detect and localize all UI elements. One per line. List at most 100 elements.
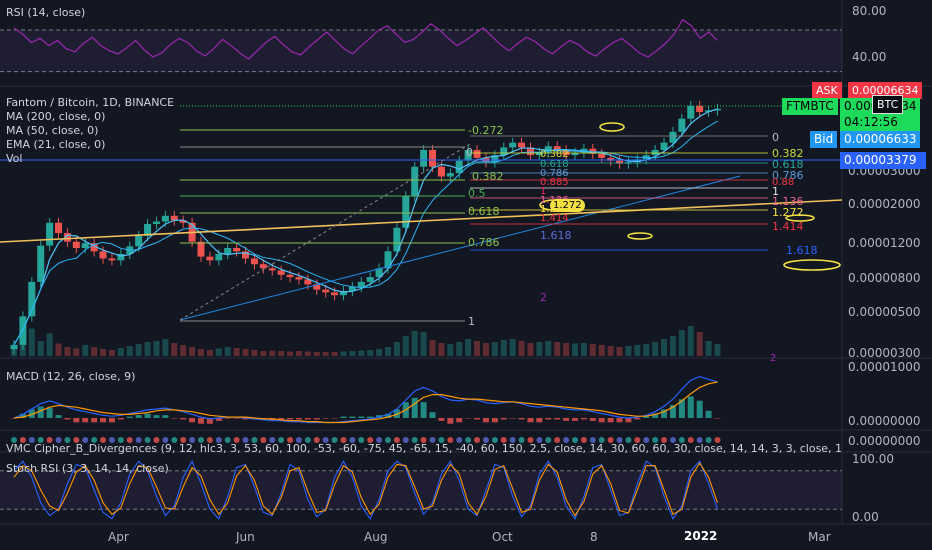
volume-bar-9 (91, 347, 98, 356)
macd-hist-60 (545, 418, 552, 420)
macd-hist-17 (162, 415, 169, 418)
fib-a-2: 0 (466, 146, 473, 159)
fib-a-5: 0.618 (468, 205, 500, 218)
legend-vol: Vol (6, 152, 23, 165)
fib-b-5: 1 (540, 186, 547, 197)
rsi-series-line (13, 18, 718, 60)
legend-ema21: EMA (21, close, 0) (6, 138, 106, 151)
vmc-dot-77 (696, 437, 703, 443)
macd-hist-5 (55, 415, 62, 418)
volume-bar-52 (474, 341, 481, 356)
candle-body-39 (357, 281, 365, 287)
candle-body-21 (197, 241, 205, 257)
macd-hist-72 (652, 413, 659, 418)
vmc-dot-42 (385, 437, 392, 443)
volume-bar-60 (545, 341, 552, 356)
macd-hist-24 (224, 418, 231, 419)
macd-hist-40 (367, 416, 374, 418)
vmc-dot-27 (251, 437, 258, 443)
candle-body-66 (598, 153, 606, 158)
candle-body-27 (250, 258, 258, 265)
vmc-dot-39 (358, 437, 365, 443)
volume-bar-35 (322, 352, 329, 356)
macd-hist-59 (536, 418, 543, 423)
macd-hist-55 (500, 418, 507, 420)
x-tick-aug: Aug (364, 530, 388, 544)
x-tick-apr: Apr (108, 530, 129, 544)
volume-bar-23 (215, 348, 222, 356)
vmc-dot-49 (447, 437, 454, 443)
candle-body-32 (295, 277, 303, 280)
vmc-dot-69 (625, 437, 632, 443)
macd-hist-36 (331, 418, 338, 419)
vmc-dot-14 (135, 437, 142, 443)
macd-hist-31 (287, 418, 294, 420)
vmc-title: VMC Cipher_B_Divergences (9, 12, hlc3, 3… (6, 442, 842, 455)
candle-body-15 (144, 223, 152, 236)
vmc-dot-13 (126, 437, 133, 443)
vmc-dot-28 (260, 437, 267, 443)
volume-bar-17 (162, 339, 169, 356)
volume-bar-65 (589, 344, 596, 356)
vmc-dot-56 (509, 437, 516, 443)
volume-bar-6 (64, 347, 71, 356)
macd-hist-52 (474, 418, 481, 420)
volume-bar-74 (669, 336, 676, 356)
volume-bar-12 (117, 348, 124, 356)
macd-hist-30 (278, 418, 285, 420)
fib-a-3: 0.382 (472, 170, 504, 183)
volume-bar-61 (554, 342, 561, 356)
price-tick-6: 0.00000300 (848, 346, 921, 360)
macd-hist-63 (572, 418, 579, 421)
fib-c-3: 0.618 (772, 158, 804, 171)
macd-tick-1: 0.00001000 (848, 360, 921, 374)
candle-body-75 (678, 118, 686, 132)
volume-bar-37 (340, 351, 347, 356)
volume-bar-28 (260, 351, 267, 356)
candle-body-44 (402, 196, 410, 228)
candle-body-52 (473, 149, 481, 158)
volume-bar-26 (242, 349, 249, 356)
vmc-dot-3 (37, 437, 44, 443)
x-tick-jun: Jun (236, 530, 255, 544)
price-title: Fantom / Bitcoin, 1D, BINANCE (6, 96, 175, 109)
vmc-dot-43 (393, 437, 400, 443)
vmc-dot-34 (313, 437, 320, 443)
candle-body-1 (19, 316, 27, 345)
macd-hist-68 (616, 418, 623, 423)
fib-a-6: 0.786 (468, 236, 500, 249)
candle-body-61 (553, 146, 561, 150)
vmc-dot-11 (108, 437, 115, 443)
volume-bar-47 (429, 340, 436, 356)
volume-bar-10 (100, 349, 107, 356)
vmc-dot-37 (340, 437, 347, 443)
ema21-line (13, 108, 718, 346)
vmc-dot-57 (518, 437, 525, 443)
ext-1618: 1.618 (540, 229, 572, 242)
candle-body-73 (660, 142, 668, 150)
vmc-dot-32 (295, 437, 302, 443)
vmc-dot-6 (64, 437, 71, 443)
macd-hist-57 (518, 418, 525, 420)
ext-2b: 2 (770, 353, 777, 364)
price-tick-4: 0.00000800 (848, 271, 921, 285)
ask-label: ASK (816, 84, 838, 97)
macd-hist-42 (385, 413, 392, 418)
vmc-dot-20 (189, 437, 196, 443)
candle-body-34 (313, 284, 321, 290)
macd-hist-53 (482, 418, 489, 423)
volume-bar-54 (491, 342, 498, 356)
countdown-tag: 04:12:56 (840, 114, 920, 131)
vmc-dot-16 (153, 437, 160, 443)
price-tick-2: 0.00002000 (848, 197, 921, 211)
vmc-dot-78 (705, 437, 712, 443)
price-tick-5: 0.00000500 (848, 305, 921, 319)
macd-hist-49 (447, 418, 454, 424)
ext-2a: 2 (540, 291, 547, 304)
fib-c-1: 0 (772, 131, 779, 144)
fib-c-9: 1.414 (772, 220, 804, 233)
volume-bar-69 (625, 346, 632, 356)
macd-hist-22 (206, 418, 213, 424)
